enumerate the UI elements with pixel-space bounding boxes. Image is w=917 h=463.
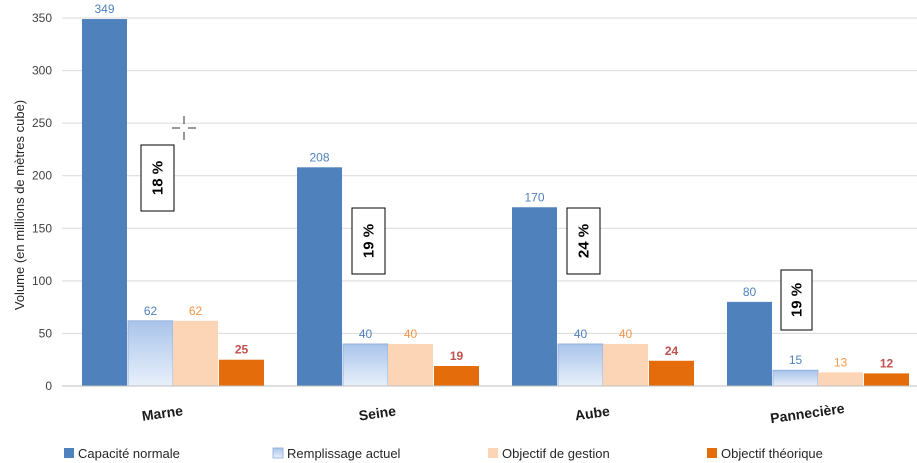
bar-remplissage-actuel xyxy=(342,343,389,387)
legend-label: Objectif de gestion xyxy=(502,446,610,461)
legend-swatch xyxy=(707,448,717,458)
data-label: 40 xyxy=(574,327,588,341)
x-tick-label: Aube xyxy=(574,403,611,424)
data-label: 19 xyxy=(450,349,464,363)
bar-capacit-normale xyxy=(297,167,342,386)
data-label: 24 xyxy=(665,344,679,358)
svg-text:18 %: 18 % xyxy=(150,161,167,195)
data-label: 62 xyxy=(144,304,158,318)
crosshair-cursor-icon xyxy=(172,116,196,140)
bar-capacit-normale xyxy=(82,19,127,387)
bar-objectif-de-gestion xyxy=(603,343,648,386)
legend-swatch xyxy=(64,448,74,458)
bar-remplissage-actuel xyxy=(772,369,819,387)
data-label: 13 xyxy=(834,355,848,369)
legend-item: Objectif théorique xyxy=(707,446,823,461)
legend: Capacité normale Remplissage actuel Object… xyxy=(64,446,823,461)
data-label: 25 xyxy=(235,343,249,357)
percent-annotation: 19 % xyxy=(780,269,813,331)
data-label: 12 xyxy=(880,356,894,370)
y-tick-label: 0 xyxy=(45,379,52,393)
legend-item: Remplissage actuel xyxy=(272,446,401,461)
percent-annotation: 19 % xyxy=(351,207,386,275)
legend-swatch xyxy=(272,447,284,459)
bar-objectif-de-gestion xyxy=(818,372,863,386)
legend-item: Objectif de gestion xyxy=(488,446,610,461)
bar-objectif-de-gestion xyxy=(388,343,433,386)
gridlines xyxy=(62,17,917,334)
x-tick-label: Seine xyxy=(358,402,397,423)
data-labels: 349 62 62 25 208 40 40 19 170 40 40 24 80 15 13 12 xyxy=(94,2,893,370)
svg-text:19 %: 19 % xyxy=(361,224,378,258)
legend-swatch xyxy=(488,448,498,458)
legend-label: Remplissage actuel xyxy=(287,446,401,461)
data-label: 208 xyxy=(309,150,329,164)
bar-objectif-de-gestion xyxy=(173,320,218,386)
y-tick-label: 200 xyxy=(32,169,52,183)
data-label: 80 xyxy=(743,285,757,299)
x-tick-label: Marne xyxy=(141,402,184,424)
data-label: 40 xyxy=(404,327,418,341)
category-labels: Marne Seine Aube Pannecière xyxy=(141,400,846,426)
bar-remplissage-actuel xyxy=(127,320,174,387)
data-label: 62 xyxy=(189,304,203,318)
percent-annotation: 24 % xyxy=(566,207,601,275)
y-tick-label: 250 xyxy=(32,116,52,130)
percent-annotation: 18 % xyxy=(140,144,175,212)
y-tick-label: 300 xyxy=(32,64,52,78)
percent-annotations: 18 % 19 % 24 % 19 % xyxy=(140,144,813,331)
legend-label: Objectif théorique xyxy=(721,446,823,461)
data-label: 15 xyxy=(789,353,803,367)
data-label: 40 xyxy=(359,327,373,341)
svg-text:24 %: 24 % xyxy=(576,224,593,258)
y-axis-ticks: 0 50 100 150 200 250 300 350 xyxy=(32,11,52,393)
legend-item: Capacité normale xyxy=(64,446,180,461)
bar-capacit-normale xyxy=(727,301,772,386)
bar-objectif-th-orique xyxy=(219,359,264,386)
y-tick-label: 50 xyxy=(39,326,53,340)
bars xyxy=(82,19,909,387)
bar-objectif-th-orique xyxy=(649,360,694,386)
bar-objectif-th-orique xyxy=(864,373,909,386)
y-tick-label: 100 xyxy=(32,274,52,288)
bar-capacit-normale xyxy=(512,207,557,386)
data-label: 170 xyxy=(524,190,544,204)
bar-objectif-th-orique xyxy=(434,366,479,386)
data-label: 40 xyxy=(619,327,633,341)
x-tick-label: Pannecière xyxy=(769,400,845,426)
y-axis-label: Volume (en millions de mètres cube) xyxy=(12,100,27,310)
svg-text:19 %: 19 % xyxy=(789,283,806,317)
y-tick-label: 350 xyxy=(32,11,52,25)
legend-label: Capacité normale xyxy=(78,446,180,461)
data-label: 349 xyxy=(94,2,114,16)
bar-remplissage-actuel xyxy=(557,343,604,387)
y-tick-label: 150 xyxy=(32,221,52,235)
